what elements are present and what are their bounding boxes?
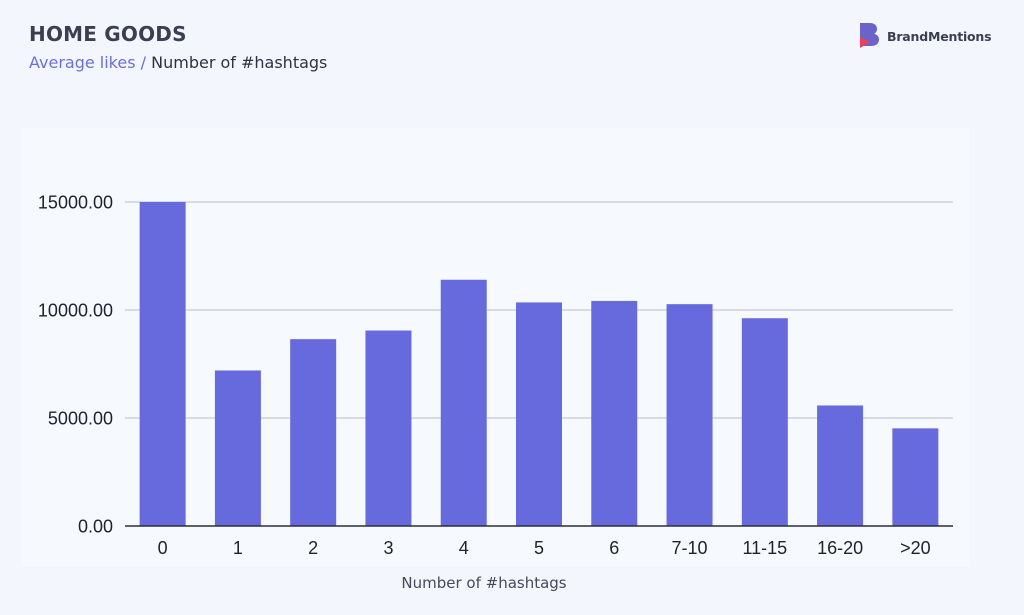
- bar: [440, 279, 487, 526]
- bar: [591, 300, 638, 526]
- subtitle-dimension: Number of #hashtags: [151, 53, 328, 72]
- bar: [139, 202, 186, 526]
- y-tick-label: 0.00: [78, 517, 113, 537]
- subtitle-separator: /: [135, 53, 152, 72]
- x-tick-label: 7-10: [672, 538, 708, 558]
- subtitle-metric: Average likes: [29, 53, 136, 72]
- y-tick-label: 10000.00: [38, 301, 113, 321]
- bar: [290, 339, 337, 526]
- x-tick-label: 0: [158, 538, 168, 558]
- bar: [516, 302, 562, 526]
- chart-subtitle: Average likes / Number of #hashtags: [29, 53, 327, 72]
- brand-name: BrandMentions: [887, 28, 992, 44]
- y-tick-label: 15000.00: [38, 193, 113, 213]
- x-tick-label: 5: [534, 538, 544, 558]
- x-tick-label: 2: [308, 538, 318, 558]
- x-tick-label: 11-15: [742, 538, 787, 558]
- bar: [741, 318, 788, 526]
- bar: [365, 330, 412, 526]
- brand-logo: BrandMentions: [858, 23, 992, 49]
- x-tick-label: 3: [383, 538, 393, 558]
- x-tick-label: 4: [459, 538, 469, 558]
- bar: [214, 370, 261, 526]
- bar: [892, 428, 939, 526]
- x-tick-label: 1: [233, 538, 243, 558]
- bar: [666, 304, 713, 526]
- x-axis-label: Number of #hashtags: [401, 574, 567, 592]
- y-tick-label: 5000.00: [48, 409, 113, 429]
- chart-title: HOME GOODS: [29, 22, 187, 46]
- bar: [817, 405, 864, 526]
- x-tick-label: 16-20: [817, 538, 863, 558]
- x-tick-label: >20: [900, 538, 931, 558]
- x-tick-label: 6: [609, 538, 619, 558]
- brandmentions-logo-icon: [860, 23, 879, 48]
